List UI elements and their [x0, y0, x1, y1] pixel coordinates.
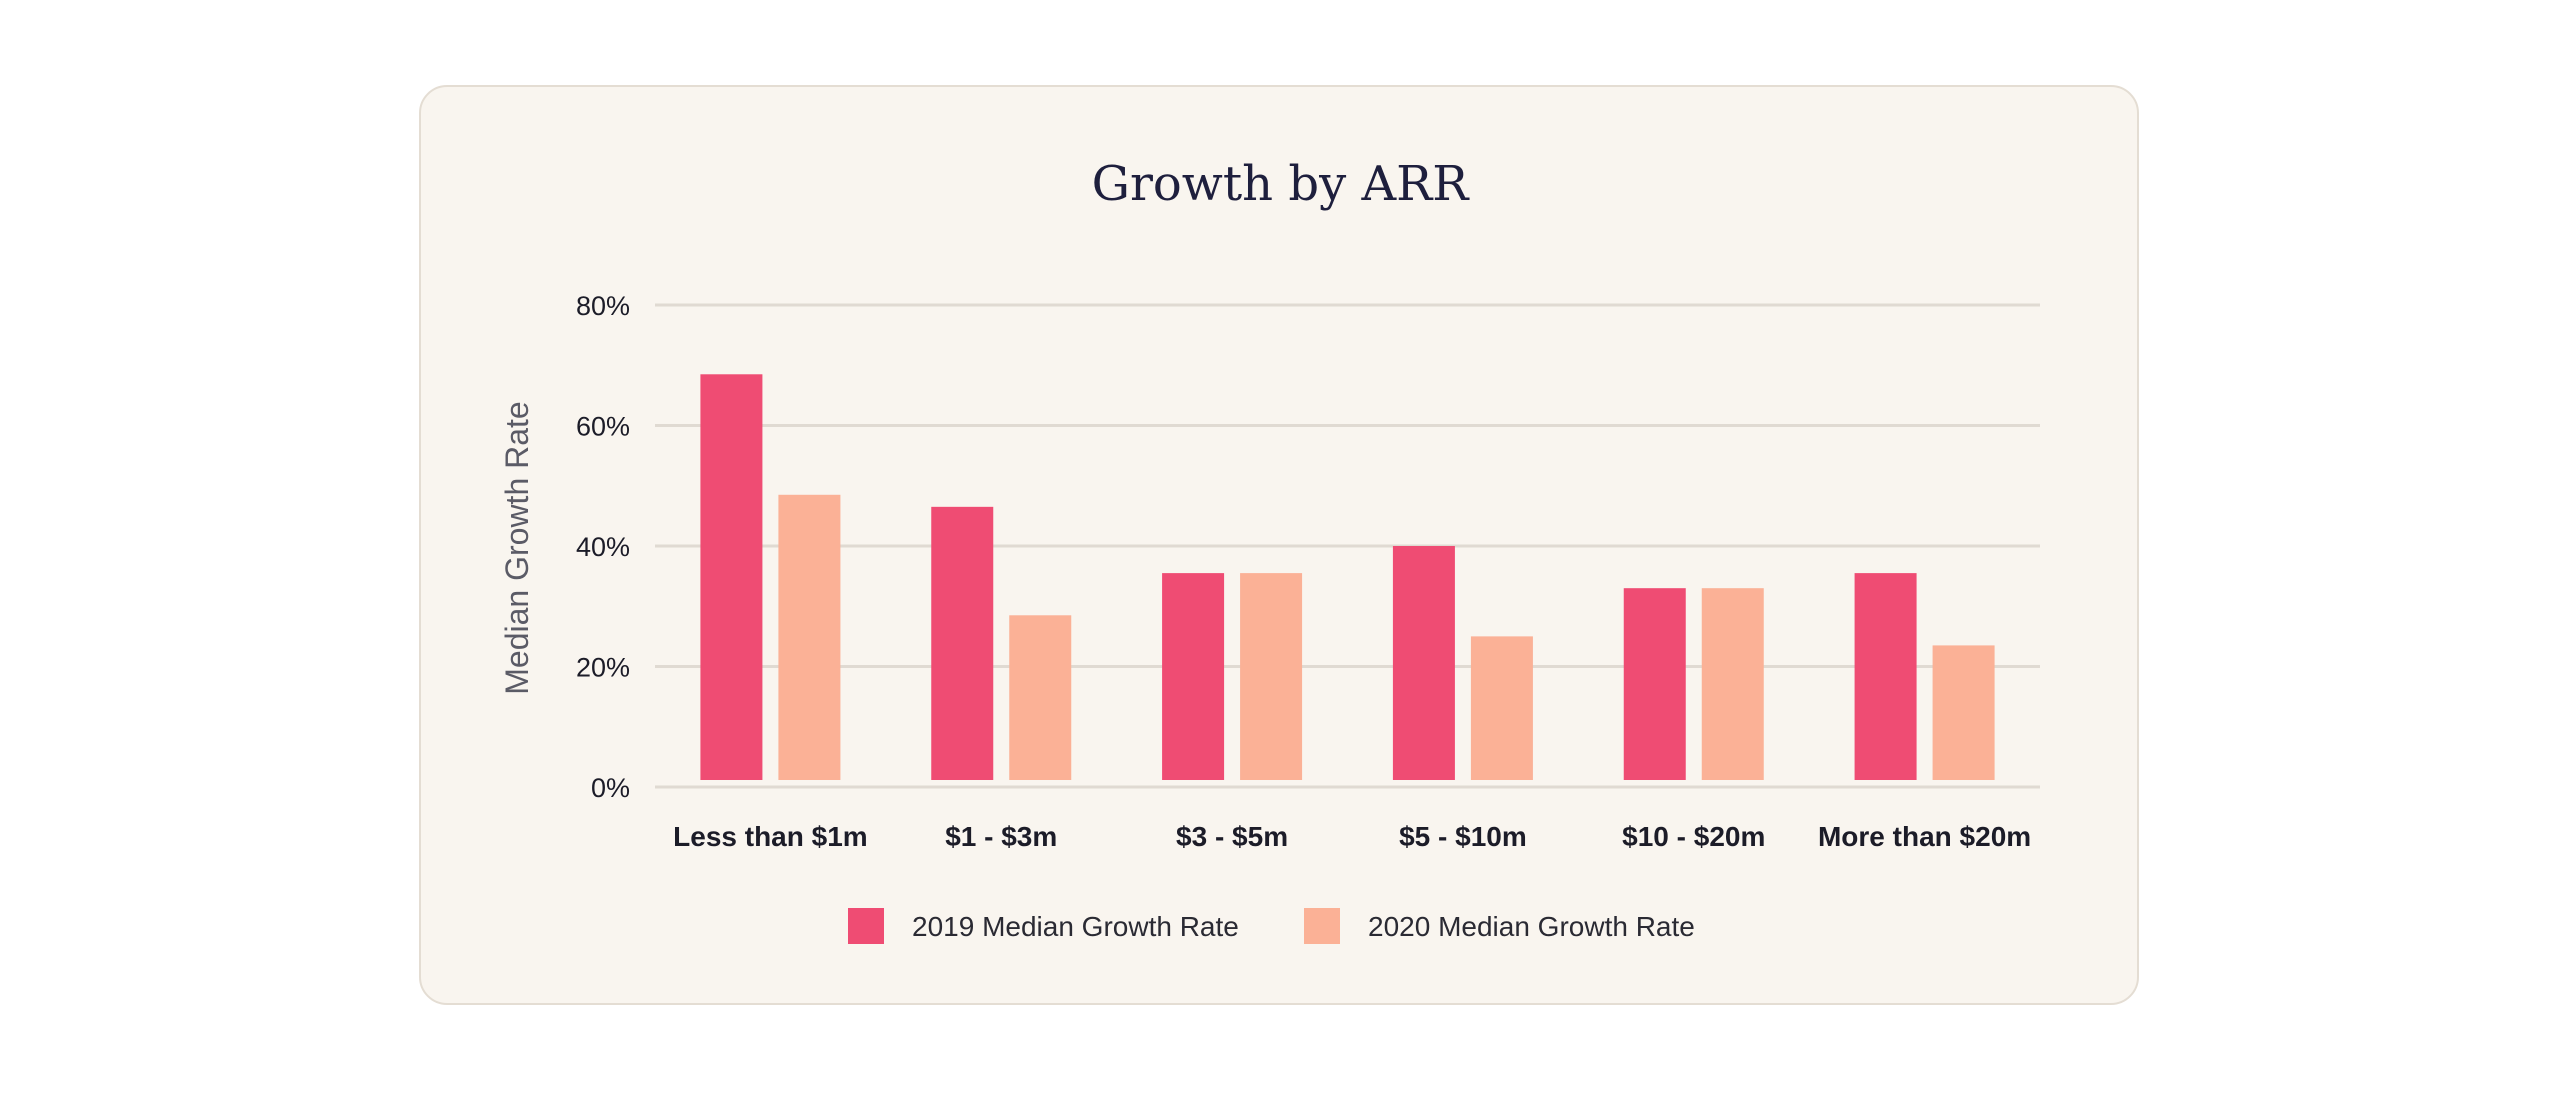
x-category-label: $5 - $10m: [1399, 821, 1527, 852]
x-category-label: $10 - $20m: [1622, 821, 1765, 852]
x-category-label: $3 - $5m: [1176, 821, 1288, 852]
bar-2019: [1623, 588, 1686, 780]
bar-2019: [1854, 573, 1917, 780]
bar-2019: [700, 374, 763, 780]
bar-2019: [1392, 546, 1455, 780]
x-axis-categories: Less than $1m $1 - $3m $3 - $5m $5 - $10m $1…: [673, 821, 2031, 852]
x-category-label: Less than $1m: [673, 821, 868, 852]
y-tick-label: 80%: [576, 291, 630, 321]
y-tick-label: 60%: [576, 412, 630, 442]
bar-2020: [1470, 636, 1533, 780]
gridlines: [655, 303, 2040, 789]
bar-2019: [1162, 573, 1225, 780]
legend-swatch: [1304, 908, 1340, 944]
legend-label: 2019 Median Growth Rate: [912, 911, 1239, 942]
bar-2020: [1932, 645, 1995, 780]
bar-2020: [778, 494, 841, 780]
legend-label: 2020 Median Growth Rate: [1368, 911, 1695, 942]
x-category-label: $1 - $3m: [945, 821, 1057, 852]
y-axis-label: Median Growth Rate: [499, 401, 535, 694]
legend: 2019 Median Growth Rate 2020 Median Growt…: [848, 908, 1695, 944]
bar-2019: [931, 506, 994, 780]
legend-swatch: [848, 908, 884, 944]
x-category-label: More than $20m: [1818, 821, 2031, 852]
chart-title: Growth by ARR: [1092, 156, 1471, 212]
y-tick-label: 40%: [576, 532, 630, 562]
bar-2020: [1240, 573, 1303, 780]
y-tick-label: 20%: [576, 653, 630, 683]
y-tick-label: 0%: [591, 773, 630, 803]
y-axis-ticks: 0% 20% 40% 60% 80%: [576, 291, 630, 803]
bar-2020: [1701, 588, 1764, 780]
bars: [700, 374, 1995, 780]
bar-2020: [1009, 615, 1072, 780]
